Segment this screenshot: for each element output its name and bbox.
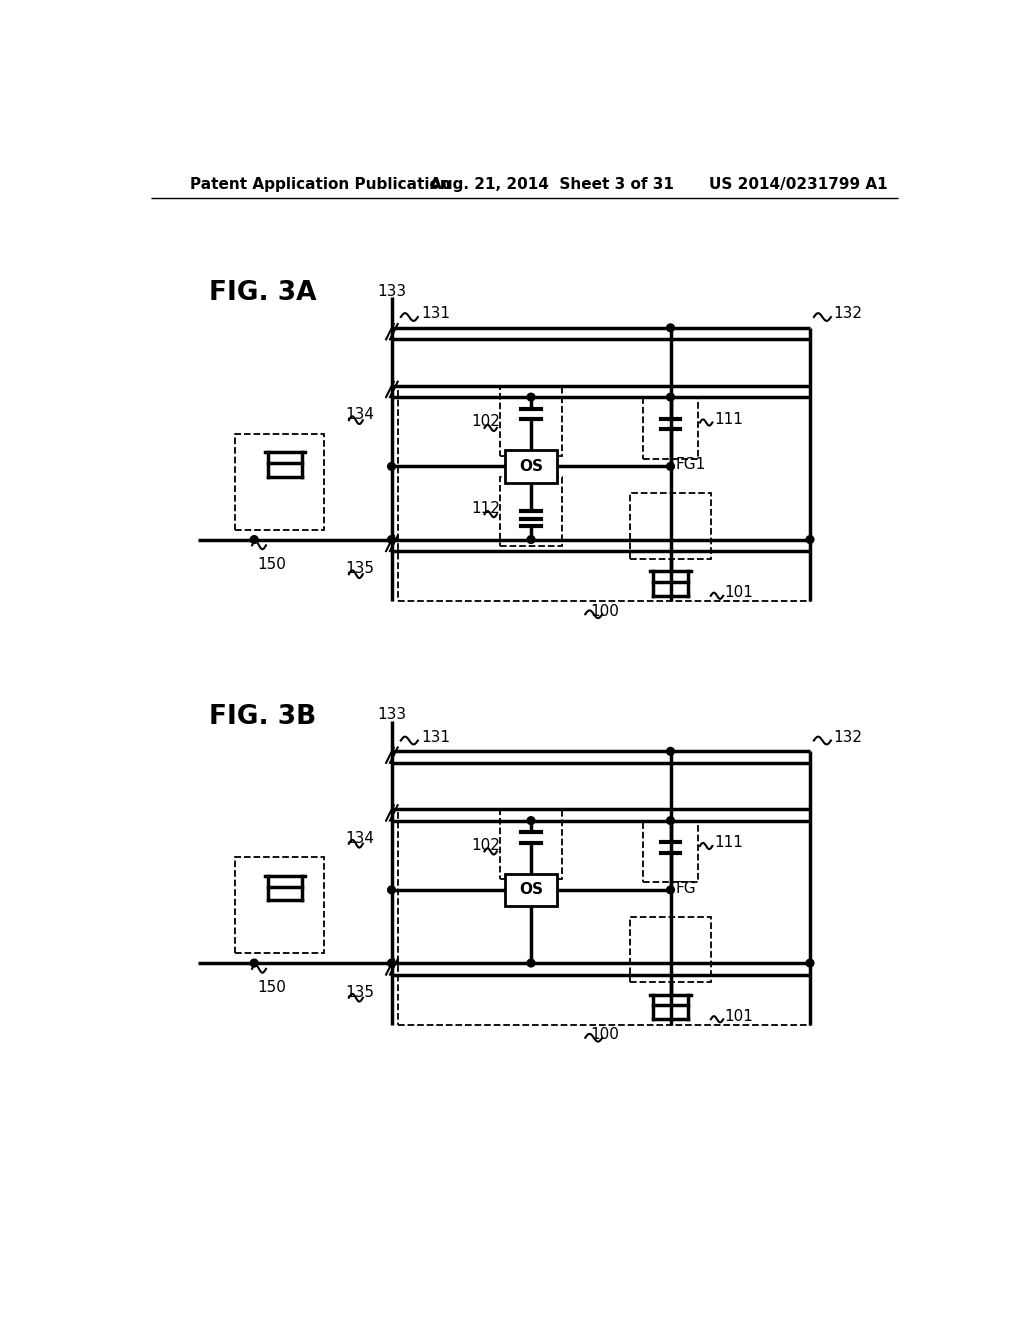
Circle shape (250, 536, 258, 544)
Circle shape (806, 536, 814, 544)
Bar (643, 821, 698, 882)
Text: 111: 111 (715, 836, 743, 850)
Text: OS: OS (519, 459, 543, 474)
Text: 102: 102 (471, 838, 500, 853)
Bar (630, 494, 711, 558)
Bar (505, 450, 557, 483)
Text: Patent Application Publication: Patent Application Publication (190, 177, 451, 193)
Text: 100: 100 (590, 603, 620, 619)
Bar (630, 917, 711, 982)
Bar (505, 874, 557, 906)
Text: 112: 112 (471, 502, 500, 516)
Circle shape (806, 960, 814, 968)
Text: Aug. 21, 2014  Sheet 3 of 31: Aug. 21, 2014 Sheet 3 of 31 (430, 177, 674, 193)
Text: FG: FG (675, 880, 695, 896)
Circle shape (527, 393, 535, 401)
Text: 133: 133 (377, 708, 407, 722)
Text: 133: 133 (377, 284, 407, 298)
Text: 135: 135 (345, 561, 375, 577)
Text: 150: 150 (257, 557, 286, 572)
Bar (500, 387, 562, 455)
Circle shape (388, 886, 395, 894)
Circle shape (667, 886, 675, 894)
Text: 132: 132 (834, 306, 862, 322)
Bar (500, 478, 562, 546)
Text: 134: 134 (345, 408, 375, 422)
Circle shape (667, 462, 675, 470)
Circle shape (667, 323, 675, 331)
Text: 131: 131 (421, 730, 450, 744)
Bar (234, 857, 324, 953)
Text: US 2014/0231799 A1: US 2014/0231799 A1 (710, 177, 888, 193)
Text: 150: 150 (257, 981, 286, 995)
Text: 100: 100 (590, 1027, 620, 1043)
Circle shape (527, 536, 535, 544)
Circle shape (667, 747, 675, 755)
Bar (397, 809, 810, 1024)
Bar (643, 397, 698, 459)
Bar (500, 810, 562, 879)
Text: FIG. 3A: FIG. 3A (209, 280, 316, 306)
Text: 134: 134 (345, 830, 375, 846)
Bar (397, 385, 810, 601)
Circle shape (667, 817, 675, 825)
Bar (234, 434, 324, 529)
Text: FIG. 3B: FIG. 3B (209, 704, 316, 730)
Text: 101: 101 (725, 585, 754, 601)
Circle shape (388, 462, 395, 470)
Text: 132: 132 (834, 730, 862, 744)
Text: FG1: FG1 (675, 457, 706, 473)
Text: OS: OS (519, 882, 543, 898)
Circle shape (250, 960, 258, 968)
Text: 102: 102 (471, 414, 500, 429)
Circle shape (388, 960, 395, 968)
Text: 131: 131 (421, 306, 450, 322)
Circle shape (527, 817, 535, 825)
Text: 101: 101 (725, 1008, 754, 1024)
Text: 135: 135 (345, 985, 375, 999)
Circle shape (388, 536, 395, 544)
Text: 111: 111 (715, 412, 743, 426)
Circle shape (667, 393, 675, 401)
Circle shape (527, 960, 535, 968)
